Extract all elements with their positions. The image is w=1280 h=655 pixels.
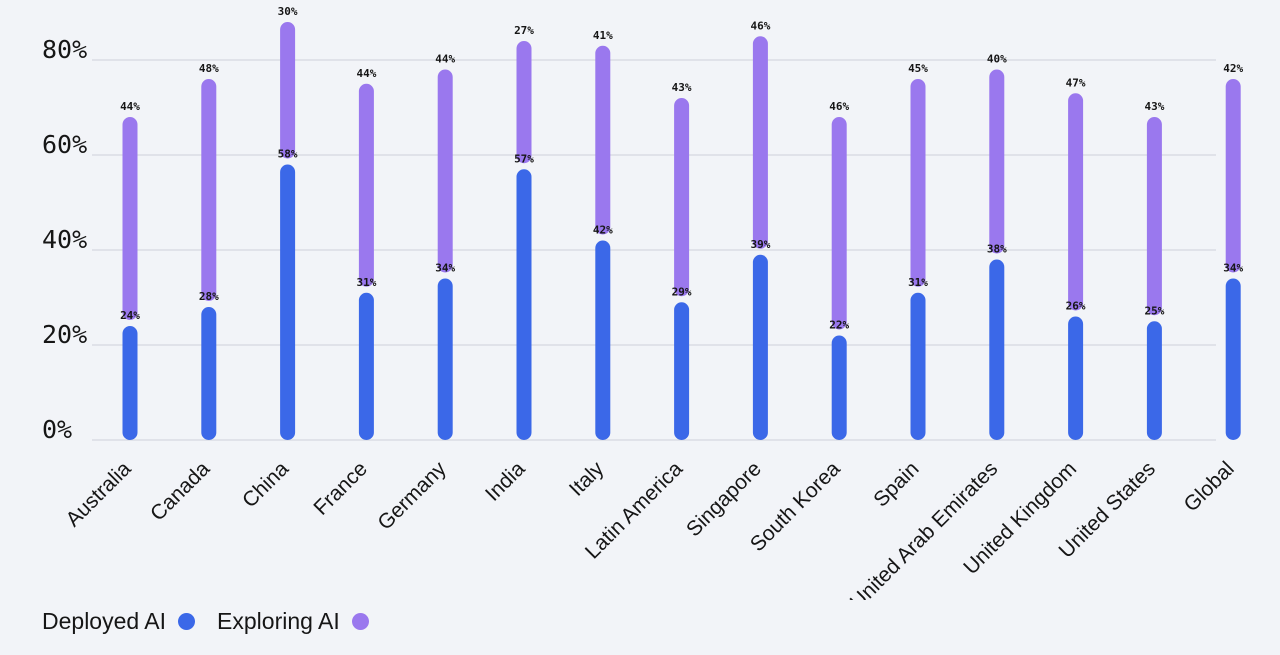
- y-tick-label: 80%: [42, 35, 87, 64]
- bar-exploring: [1146, 117, 1162, 316]
- bar-exploring: [201, 79, 217, 301]
- y-tick-label: 60%: [42, 130, 87, 159]
- x-tick-label: Spain: [869, 457, 923, 511]
- bar-deployed: [201, 307, 217, 440]
- data-label-deployed: 38%: [987, 243, 1007, 256]
- bar-exploring: [280, 22, 296, 159]
- bar-deployed: [752, 254, 768, 440]
- data-label-deployed: 26%: [1066, 300, 1086, 313]
- bar-exploring: [674, 98, 690, 297]
- x-tick-label: Singapore: [682, 457, 766, 541]
- legend-item-deployed: Deployed AI: [42, 608, 196, 635]
- y-tick-label: 20%: [42, 320, 87, 349]
- bar-exploring: [122, 117, 138, 320]
- data-label-deployed: 34%: [1223, 262, 1243, 275]
- x-tick-label: Germany: [373, 457, 451, 535]
- data-label-exploring: 48%: [199, 62, 219, 75]
- data-label-deployed: 57%: [514, 152, 534, 165]
- bars: [122, 22, 1241, 440]
- bar-deployed: [358, 292, 374, 440]
- x-tick-label: Global: [1180, 457, 1239, 516]
- data-label-exploring: 27%: [514, 24, 534, 37]
- y-tick-label: 0%: [42, 415, 72, 444]
- chart-svg: 0% 20% 40% 60% 80% 24% 44% 28% 48% 58% 30% 31% 44% 3…: [42, 5, 1244, 600]
- x-tick-label: Italy: [565, 457, 609, 501]
- data-label-exploring: 43%: [1144, 100, 1164, 113]
- bar-deployed: [1146, 321, 1162, 440]
- x-tick-label: India: [481, 457, 530, 506]
- data-label-exploring: 44%: [435, 53, 455, 66]
- data-label-exploring: 43%: [672, 81, 692, 94]
- bar-exploring: [910, 79, 926, 287]
- legend-label-exploring: Exploring AI: [217, 608, 340, 634]
- data-label-exploring: 44%: [120, 100, 140, 113]
- bar-exploring: [1225, 79, 1241, 273]
- x-tick-label: France: [309, 457, 371, 519]
- legend-swatch-exploring: [351, 613, 369, 630]
- data-label-deployed: 42%: [593, 224, 613, 237]
- x-tick-label: Australia: [61, 457, 135, 531]
- bar-deployed: [437, 278, 453, 440]
- bar-exploring: [1068, 93, 1084, 311]
- bar-exploring: [516, 41, 532, 164]
- bar-exploring: [437, 69, 453, 273]
- data-label-exploring: 47%: [1066, 76, 1086, 89]
- bar-exploring: [595, 45, 611, 235]
- bar-deployed: [516, 169, 532, 440]
- bar-exploring: [831, 117, 847, 330]
- data-label-deployed: 31%: [908, 276, 928, 289]
- data-label-deployed: 24%: [120, 309, 140, 322]
- data-label-deployed: 28%: [199, 290, 219, 303]
- y-axis: 0% 20% 40% 60% 80%: [42, 35, 87, 444]
- y-tick-label: 40%: [42, 225, 87, 254]
- data-label-deployed: 25%: [1144, 304, 1164, 317]
- bar-deployed: [595, 240, 611, 440]
- data-labels: 24% 44% 28% 48% 58% 30% 31% 44% 34% 44% 57% 27% 42% 4…: [120, 5, 1243, 332]
- data-label-exploring: 46%: [750, 19, 770, 32]
- bar-deployed: [831, 335, 847, 440]
- bar-deployed: [989, 259, 1005, 440]
- data-label-exploring: 30%: [278, 5, 298, 18]
- bar-deployed: [122, 326, 138, 440]
- bar-exploring: [752, 36, 768, 249]
- bar-exploring: [989, 69, 1005, 254]
- bar-deployed: [280, 164, 296, 440]
- legend: Deployed AI Exploring AI: [42, 608, 391, 635]
- data-label-exploring: 46%: [829, 100, 849, 113]
- x-tick-label: United Arab Emirates: [846, 457, 1003, 600]
- data-label-exploring: 40%: [987, 53, 1007, 66]
- bar-deployed: [1068, 316, 1084, 440]
- data-label-exploring: 41%: [593, 29, 613, 42]
- data-label-deployed: 34%: [435, 262, 455, 275]
- bar-exploring: [358, 83, 374, 287]
- bar-deployed: [674, 302, 690, 440]
- data-label-exploring: 42%: [1223, 62, 1243, 75]
- data-label-exploring: 45%: [908, 62, 928, 75]
- data-label-deployed: 22%: [829, 319, 849, 332]
- bar-deployed: [910, 292, 926, 440]
- data-label-deployed: 31%: [356, 276, 376, 289]
- legend-swatch-deployed: [178, 613, 196, 630]
- grid-lines: [92, 59, 1216, 441]
- bar-deployed: [1225, 278, 1241, 440]
- data-label-deployed: 39%: [750, 238, 770, 251]
- legend-label-deployed: Deployed AI: [42, 608, 167, 634]
- data-label-deployed: 29%: [672, 285, 692, 298]
- data-label-exploring: 44%: [356, 67, 376, 80]
- x-axis: Australia Canada China France Germany India It…: [61, 457, 1238, 600]
- x-tick-label: Canada: [146, 457, 215, 526]
- x-tick-label: China: [238, 457, 293, 512]
- data-label-deployed: 58%: [278, 148, 298, 161]
- legend-item-exploring: Exploring AI: [217, 608, 369, 635]
